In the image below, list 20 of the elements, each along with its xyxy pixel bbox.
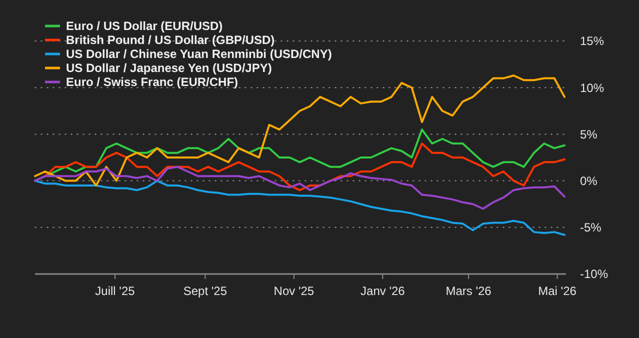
line-series	[34, 166, 566, 210]
x-tick-label: Juill '25	[95, 284, 136, 298]
legend-label: British Pound / US Dollar (GBP/USD)	[66, 33, 275, 48]
line-series	[34, 74, 566, 186]
legend-label: Euro / Swiss Franc (EUR/CHF)	[66, 75, 238, 90]
y-tick-label: 0%	[580, 174, 598, 188]
x-tick-label: Sept '25	[183, 284, 228, 298]
y-tick-label: 5%	[580, 127, 598, 142]
y-tick-label: -5%	[580, 220, 602, 235]
x-tick-label: Janv '26	[360, 284, 406, 298]
x-tick-label: Mars '26	[446, 284, 492, 298]
y-tick-label: 10%	[580, 80, 604, 95]
legend-label: US Dollar / Chinese Yuan Renminbi (USD/CNY)	[66, 47, 332, 62]
y-tick-label: -10%	[580, 267, 608, 282]
x-tick-label: Mai '26	[538, 284, 577, 298]
legend-label: Euro / US Dollar (EUR/USD)	[66, 19, 223, 34]
legend-label: US Dollar / Japanese Yen (USD/JPY)	[66, 61, 272, 76]
line-series	[34, 180, 566, 236]
x-tick-label: Nov '25	[274, 284, 314, 298]
y-tick-label: 15%	[580, 34, 604, 48]
